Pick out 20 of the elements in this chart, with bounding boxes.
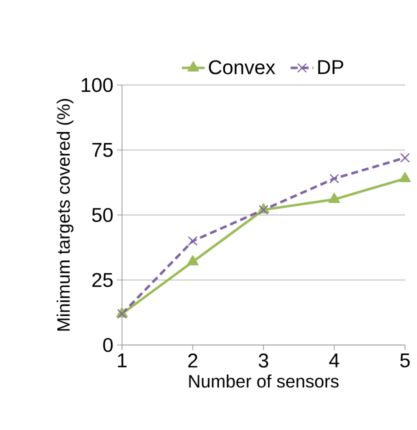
point xyxy=(188,236,198,246)
legend-label: DP xyxy=(318,60,344,74)
x-tick-label: 1 xyxy=(118,354,127,368)
legend-label: Convex xyxy=(208,60,276,74)
y-tick-label: 75 xyxy=(92,143,113,157)
point xyxy=(400,152,410,163)
point xyxy=(186,255,199,266)
y-tick-label: 0 xyxy=(103,338,113,352)
point xyxy=(399,172,411,182)
y-tick-label: 25 xyxy=(92,272,113,288)
point xyxy=(328,192,340,203)
x-tick-label: 5 xyxy=(400,354,410,368)
y-tick-label: 50 xyxy=(92,208,113,222)
x-tick-label: 2 xyxy=(188,354,198,368)
y-tick-label: 100 xyxy=(82,78,113,92)
x-axis-title: Number of sensors xyxy=(189,374,339,388)
point xyxy=(329,174,340,184)
x-tick-label: 4 xyxy=(329,354,340,368)
x-tick-label: 3 xyxy=(258,354,268,368)
y-axis-title: Minimum targets covered (%) xyxy=(56,99,74,331)
